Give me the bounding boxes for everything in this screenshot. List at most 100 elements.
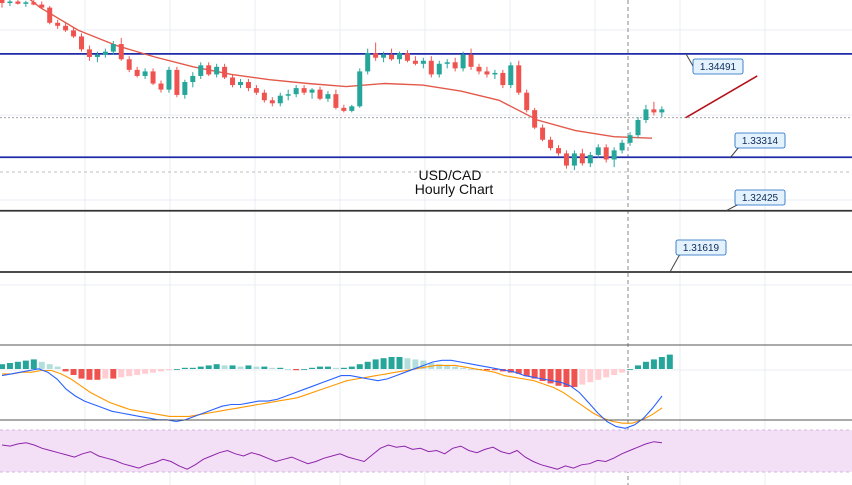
- macd-histogram-bar: [340, 367, 347, 369]
- macd-histogram-bar: [46, 364, 53, 369]
- level-labels-layer: 1.34491 1.33314 1.32425 1.31619: [669, 53, 786, 273]
- macd-histogram-bar: [619, 369, 626, 373]
- macd-histogram-bar: [571, 369, 578, 387]
- macd-histogram-bar: [627, 369, 634, 370]
- candle-body: [476, 66, 482, 72]
- candle-body: [341, 107, 347, 111]
- macd-histogram-bar: [102, 369, 109, 379]
- candle-body: [619, 142, 625, 151]
- candle-body: [540, 127, 546, 140]
- macd-histogram-bar: [150, 369, 157, 373]
- candle-body: [31, 2, 37, 5]
- candle-body: [611, 150, 617, 160]
- candle-body: [150, 71, 156, 84]
- macd-histogram-bar: [404, 358, 411, 369]
- candle-body: [222, 66, 228, 78]
- macd-histogram-bar: [380, 358, 387, 369]
- candle-body: [659, 109, 665, 113]
- candle-body: [206, 65, 212, 75]
- level-label-text: 1.34491: [700, 62, 737, 73]
- candle-body: [245, 82, 251, 89]
- macd-histogram-bar: [356, 364, 363, 369]
- candle-body: [277, 95, 283, 104]
- level-label-box: [692, 58, 744, 75]
- macd-histogram-bar: [62, 369, 69, 372]
- macd-line: [1, 359, 663, 429]
- macd-histogram-bar: [134, 369, 141, 375]
- macd-histogram-bar: [364, 361, 371, 369]
- macd-histogram-bar: [388, 357, 395, 369]
- macd-histogram-bar: [563, 369, 570, 387]
- candle-body: [317, 89, 323, 99]
- candle-body: [269, 100, 275, 104]
- macd-histogram-bar: [14, 361, 21, 369]
- candle-body: [389, 54, 395, 60]
- macd-histogram-bar: [261, 366, 268, 369]
- candle-body: [142, 71, 148, 76]
- macd-histogram-bar: [197, 366, 204, 369]
- candle-body: [524, 92, 530, 111]
- moving-average-layer: [29, 0, 653, 139]
- candle-body: [23, 2, 29, 4]
- candle-body: [436, 63, 442, 75]
- macd-histogram-bar: [0, 364, 5, 369]
- macd-histogram-bar: [587, 369, 594, 383]
- candle-body: [404, 53, 410, 61]
- candle-body: [643, 109, 649, 120]
- macd-histogram-bar: [650, 359, 657, 369]
- macd-histogram-bar: [555, 369, 562, 386]
- candle-body: [238, 82, 243, 86]
- candle-body: [349, 106, 355, 111]
- macd-histogram-bar: [158, 369, 164, 372]
- candle-body: [635, 120, 641, 136]
- macd-signal-line: [2, 364, 663, 424]
- macd-histogram-bar: [309, 367, 316, 369]
- chart-title-line-1: USD/CAD: [418, 167, 481, 183]
- candle-body: [94, 54, 100, 57]
- macd-histogram-bar: [611, 369, 618, 375]
- trend-line: [685, 75, 758, 119]
- macd-histogram-bar: [317, 366, 323, 369]
- candle-body: [174, 69, 180, 95]
- macd-histogram-bar: [396, 357, 403, 369]
- candle-body: [110, 44, 116, 52]
- candle-body: [158, 83, 164, 90]
- candle-body: [230, 77, 236, 86]
- macd-histogram-bar: [6, 363, 13, 369]
- candles-layer: [0, 0, 665, 171]
- macd-histogram-bar: [348, 366, 355, 369]
- macd-histogram-bar: [245, 365, 252, 369]
- macd-histogram-bar: [603, 369, 610, 378]
- macd-histogram-bar: [444, 365, 451, 369]
- macd-histogram-bar: [213, 364, 220, 369]
- candle-body: [71, 30, 77, 37]
- macd-histogram-bar: [452, 366, 459, 369]
- macd-histogram-bar: [332, 367, 339, 369]
- macd-histogram-bar: [173, 369, 180, 370]
- macd-histogram-bar: [658, 357, 665, 369]
- candle-body: [39, 4, 45, 8]
- candle-body: [134, 69, 140, 76]
- candle-body: [571, 153, 577, 166]
- macd-histogram-bar: [54, 366, 61, 369]
- candle-body: [214, 66, 220, 75]
- macd-histogram-bar: [94, 369, 101, 380]
- macd-histogram-bar: [78, 369, 85, 379]
- support-resistance-layer: [0, 52, 852, 273]
- macd-histogram-bar: [666, 354, 673, 369]
- candle-body: [532, 110, 538, 128]
- macd-histogram-bar: [189, 367, 196, 369]
- macd-histogram-bar: [539, 369, 546, 381]
- level-label-text: 1.33314: [742, 136, 779, 147]
- level-label-text: 1.31619: [683, 243, 720, 254]
- candle-body: [182, 82, 188, 95]
- candle-body: [444, 62, 450, 64]
- candle-body: [420, 60, 426, 64]
- candle-body: [548, 139, 554, 149]
- macd-histogram-bar: [229, 365, 236, 369]
- candle-body: [508, 65, 514, 86]
- macd-histogram-bar: [642, 361, 649, 369]
- macd-histogram-bar: [110, 369, 117, 379]
